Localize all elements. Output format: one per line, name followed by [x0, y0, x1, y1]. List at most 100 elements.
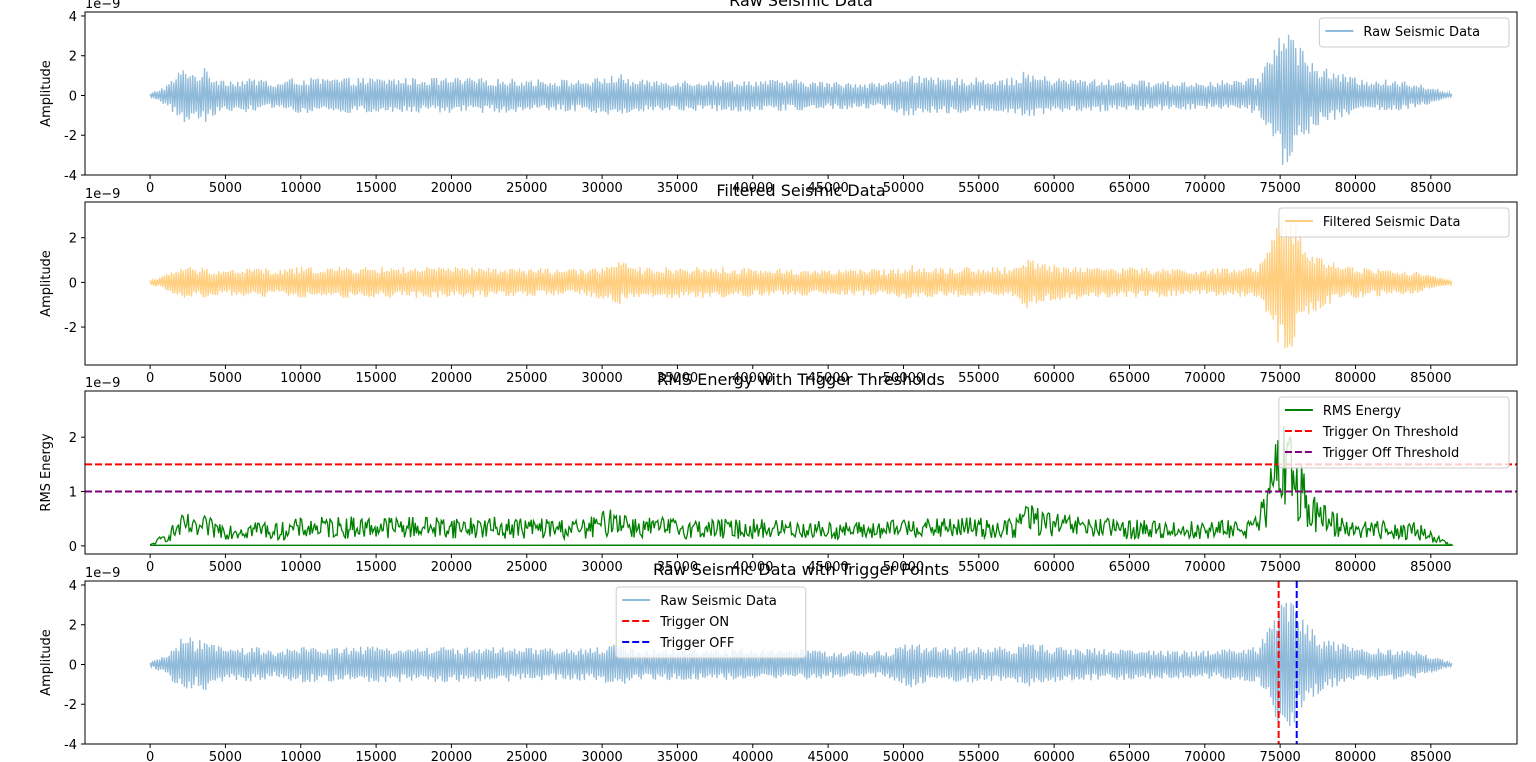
- x-tick-label: 20000: [431, 371, 472, 386]
- axes-frame: [84, 580, 1518, 745]
- chart-panel-3: 0 5000 10000 15000 20000 25000 30000 35000 40000…: [39, 370, 1518, 575]
- x-tick-label: 65000: [1109, 371, 1150, 386]
- axes-frame: [84, 11, 1518, 176]
- x-tick-label: 80000: [1335, 560, 1376, 575]
- legend-box: [1318, 17, 1510, 48]
- legend: Raw Seismic Data Trigger ON Trigger OFF: [615, 586, 807, 659]
- y-tick-label: 2: [69, 232, 77, 247]
- y-tick-label: -2: [64, 698, 77, 713]
- y-axis-label: RMS Energy: [39, 433, 54, 511]
- plot-area: [149, 34, 1453, 166]
- x-tick-label: 35000: [657, 750, 698, 762]
- x-tick-label: 45000: [807, 181, 848, 196]
- x-tick-label: 70000: [1184, 750, 1225, 762]
- y-tick-label: 0: [69, 276, 77, 291]
- axes-frame: [84, 201, 1518, 366]
- legend: Raw Seismic Data: [1318, 17, 1510, 48]
- x-tick-label: 50000: [883, 560, 924, 575]
- x-tick-label: 70000: [1184, 560, 1225, 575]
- x-tick-label: 10000: [280, 181, 321, 196]
- x-tick-label: 25000: [506, 750, 547, 762]
- x-tick-label: 25000: [506, 181, 547, 196]
- x-tick-label: 20000: [431, 560, 472, 575]
- y-tick-label: -2: [64, 321, 77, 336]
- legend-entry: Raw Seismic Data: [1363, 25, 1480, 40]
- x-tick-label: 85000: [1410, 371, 1451, 386]
- legend-entry: Trigger OFF: [659, 636, 734, 651]
- x-tick-label: 0: [146, 560, 154, 575]
- y-axis-label: Amplitude: [39, 60, 54, 127]
- y-tick-label: 0: [69, 658, 77, 673]
- y-tick-label: 4: [69, 10, 77, 25]
- x-tick-label: 25000: [506, 371, 547, 386]
- legend: RMS Energy Trigger On Threshold Trigger Of…: [1278, 396, 1510, 469]
- axis-offset-label: 1e−9: [85, 376, 120, 391]
- x-tick-label: 40000: [732, 371, 773, 386]
- x-tick-label: 5000: [209, 750, 242, 762]
- x-tick-label: 15000: [355, 181, 396, 196]
- x-tick-label: 30000: [581, 560, 622, 575]
- x-tick-label: 65000: [1109, 750, 1150, 762]
- x-tick-label: 30000: [581, 371, 622, 386]
- legend-entry: Raw Seismic Data: [660, 594, 777, 609]
- x-tick-label: 20000: [431, 181, 472, 196]
- y-tick-label: 4: [69, 579, 77, 594]
- x-tick-label: 35000: [657, 560, 698, 575]
- x-tick-label: 45000: [807, 560, 848, 575]
- axis-offset-label: 1e−9: [85, 0, 120, 12]
- x-tick-label: 40000: [732, 560, 773, 575]
- y-tick-label: 2: [69, 431, 77, 446]
- x-tick-label: 45000: [807, 371, 848, 386]
- x-tick-label: 15000: [355, 750, 396, 762]
- x-tick-label: 5000: [209, 560, 242, 575]
- x-tick-label: 0: [146, 371, 154, 386]
- x-tick-label: 75000: [1259, 750, 1300, 762]
- x-tick-label: 35000: [657, 371, 698, 386]
- x-tick-label: 85000: [1410, 750, 1451, 762]
- series-line-1: [149, 426, 1455, 546]
- legend-box: [1278, 207, 1510, 238]
- plot-area: [149, 217, 1453, 349]
- x-tick-label: 80000: [1335, 750, 1376, 762]
- axes-frame: [84, 390, 1518, 555]
- x-tick-label: 15000: [355, 560, 396, 575]
- chart-title: Raw Seismic Data with Trigger Points: [653, 560, 949, 579]
- legend-box: [1278, 396, 1510, 469]
- chart-panel-4: 0 5000 10000 15000 20000 25000 30000 35000 40000…: [39, 560, 1518, 762]
- y-tick-label: 0: [69, 89, 77, 104]
- series-line-1: [149, 34, 1453, 166]
- y-tick-label: -4: [64, 169, 77, 184]
- x-tick-label: 75000: [1259, 560, 1300, 575]
- x-tick-label: 5000: [209, 181, 242, 196]
- x-tick-label: 65000: [1109, 560, 1150, 575]
- legend-entry: RMS Energy: [1323, 404, 1401, 419]
- chart-panel-2: 0 5000 10000 15000 20000 25000 30000 35000 40000…: [39, 181, 1518, 386]
- chart-panel-1: 0 5000 10000 15000 20000 25000 30000 35000 40000…: [39, 0, 1518, 196]
- legend: Filtered Seismic Data: [1278, 207, 1510, 238]
- x-tick-label: 30000: [581, 750, 622, 762]
- series-line-1: [149, 217, 1453, 349]
- x-tick-label: 35000: [657, 181, 698, 196]
- x-tick-label: 70000: [1184, 371, 1225, 386]
- x-tick-label: 80000: [1335, 181, 1376, 196]
- x-tick-label: 50000: [883, 750, 924, 762]
- x-tick-label: 55000: [958, 560, 999, 575]
- y-axis-label: Amplitude: [39, 629, 54, 696]
- x-tick-label: 50000: [883, 181, 924, 196]
- x-tick-label: 85000: [1410, 560, 1451, 575]
- x-tick-label: 10000: [280, 750, 321, 762]
- y-axis-label: Amplitude: [39, 250, 54, 317]
- x-tick-label: 60000: [1033, 181, 1074, 196]
- x-tick-label: 75000: [1259, 181, 1300, 196]
- x-tick-label: 5000: [209, 371, 242, 386]
- y-tick-label: 0: [69, 540, 77, 555]
- x-tick-label: 75000: [1259, 371, 1300, 386]
- chart-title: Filtered Seismic Data: [716, 181, 885, 200]
- x-tick-label: 45000: [807, 750, 848, 762]
- x-tick-label: 60000: [1033, 371, 1074, 386]
- chart-title: Raw Seismic Data: [729, 0, 873, 10]
- y-tick-label: 2: [69, 619, 77, 634]
- x-tick-label: 55000: [958, 371, 999, 386]
- x-tick-label: 10000: [280, 371, 321, 386]
